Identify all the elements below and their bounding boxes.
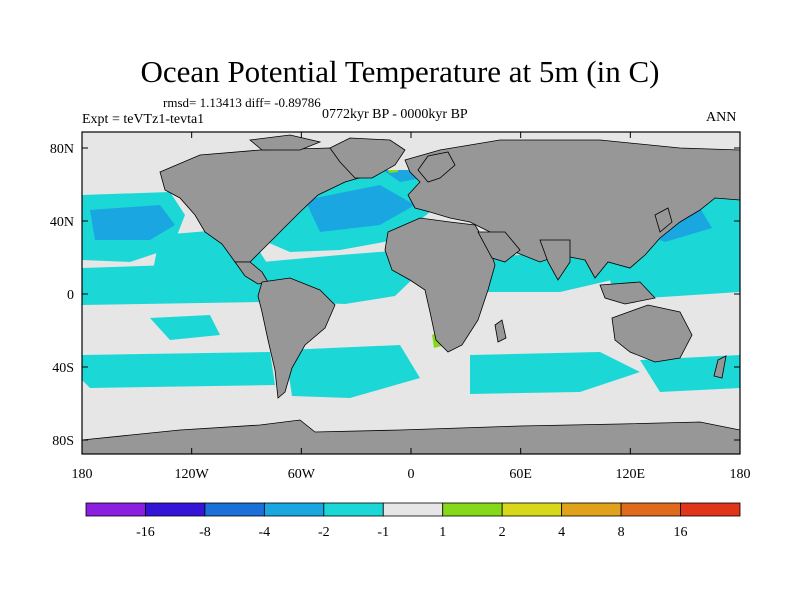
colorbar-segment bbox=[442, 502, 503, 517]
colorbar-label: 1 bbox=[439, 525, 446, 540]
anomaly-zone bbox=[82, 352, 275, 388]
colorbar-segment bbox=[561, 502, 622, 517]
colorbar: -16 -8 -4 -2 -1 1 2 4 8 16 bbox=[85, 502, 741, 540]
experiment-label: Expt = teVTz1-tevta1 bbox=[82, 112, 205, 127]
anomaly-zone bbox=[82, 262, 262, 305]
colorbar-label: -1 bbox=[377, 525, 389, 540]
land-arabia bbox=[477, 231, 521, 263]
x-tick-label: 60E bbox=[509, 467, 532, 482]
x-tick-label: 180 bbox=[72, 467, 93, 482]
y-tick-label: 40S bbox=[52, 361, 74, 376]
colorbar-label: 8 bbox=[618, 525, 625, 540]
land-madagascar bbox=[494, 319, 507, 343]
x-axis: 180 120W 60W 0 60E 120E 180 bbox=[72, 132, 751, 482]
land-south-america bbox=[257, 277, 336, 399]
colorbar-segment bbox=[204, 502, 265, 517]
x-tick-label: 120W bbox=[175, 467, 210, 482]
colorbar-label: 2 bbox=[499, 525, 506, 540]
land-arctic-islands bbox=[249, 134, 322, 151]
colorbar-label: -2 bbox=[318, 525, 330, 540]
colorbar-segment bbox=[145, 502, 206, 517]
anomaly-zone bbox=[285, 345, 420, 398]
colorbar-segment bbox=[620, 502, 681, 517]
anomaly-zone bbox=[305, 185, 415, 232]
y-tick-label: 0 bbox=[67, 288, 74, 303]
x-tick-label: 0 bbox=[408, 467, 415, 482]
colorbar-segment bbox=[382, 502, 444, 517]
x-tick-label: 60W bbox=[288, 467, 316, 482]
anomaly-zone bbox=[90, 205, 175, 240]
land-australia bbox=[611, 304, 693, 363]
colorbar-label: 4 bbox=[558, 525, 565, 540]
land-masses bbox=[82, 134, 740, 454]
y-axis: 80N 40N 0 40S 80S bbox=[50, 142, 740, 449]
land-japan bbox=[654, 207, 673, 233]
colorbar-segment bbox=[323, 502, 384, 517]
y-tick-label: 40N bbox=[50, 215, 74, 230]
land-scandinavia bbox=[417, 151, 456, 183]
season-label: ANN bbox=[706, 110, 737, 125]
land-greenland bbox=[329, 137, 406, 179]
x-tick-label: 180 bbox=[730, 467, 751, 482]
land-india bbox=[539, 239, 571, 281]
anomaly-zone bbox=[470, 352, 640, 394]
colorbar-segment bbox=[85, 502, 146, 517]
y-tick-label: 80N bbox=[50, 142, 74, 157]
land-antarctica bbox=[82, 419, 740, 454]
map-area bbox=[82, 132, 740, 454]
x-tick-label: 120E bbox=[616, 467, 646, 482]
map-title: Ocean Potential Temperature at 5m (in C) bbox=[140, 54, 660, 89]
anomaly-zone bbox=[640, 355, 740, 392]
colorbar-label: -4 bbox=[259, 525, 271, 540]
colorbar-segment bbox=[263, 502, 325, 517]
land-eurasia bbox=[404, 139, 740, 279]
colorbar-segment bbox=[680, 502, 741, 517]
colorbar-label: -16 bbox=[136, 525, 155, 540]
anomaly-zone bbox=[150, 315, 220, 340]
land-indonesia bbox=[599, 281, 656, 305]
land-africa bbox=[384, 217, 496, 353]
stats-line: rmsd= 1.13413 diff= -0.89786 bbox=[163, 95, 321, 110]
colorbar-label: 16 bbox=[674, 525, 688, 540]
y-tick-label: 80S bbox=[52, 434, 74, 449]
land-new-zealand bbox=[713, 355, 727, 379]
colorbar-label: -8 bbox=[199, 525, 211, 540]
colorbar-segment bbox=[501, 502, 563, 517]
period-label: 0772kyr BP - 0000kyr BP bbox=[322, 107, 468, 122]
